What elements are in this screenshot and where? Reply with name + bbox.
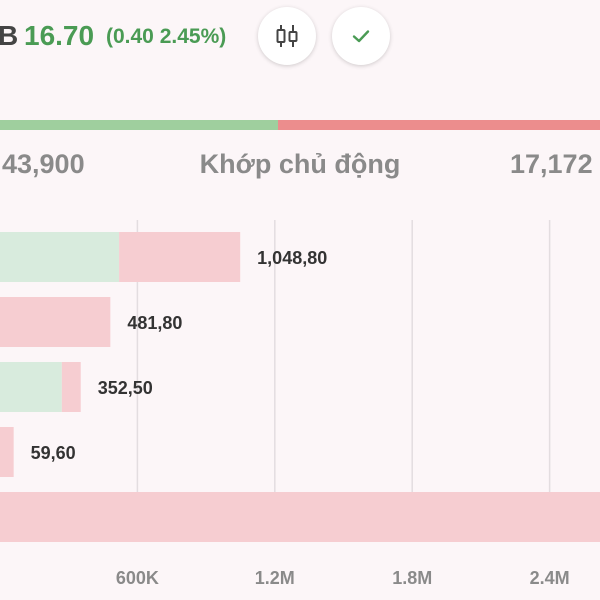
sell-volume-bar xyxy=(0,427,14,477)
x-tick-label: 2.4M xyxy=(530,568,570,588)
confirm-button[interactable] xyxy=(332,7,390,65)
bar-value-label: 352,50 xyxy=(98,378,153,398)
sell-volume-bar xyxy=(61,362,81,412)
header: B 16.70 (0.40 2.45%) xyxy=(0,0,600,76)
ticker-symbol: B xyxy=(0,20,19,51)
bar-value-label: 481,80 xyxy=(127,313,182,333)
price-change: (0.40 2.45%) xyxy=(106,25,227,48)
x-tick-label: 1.2M xyxy=(255,568,295,588)
buy-volume-bar xyxy=(0,362,62,412)
sell-volume-bar xyxy=(0,492,600,542)
sell-ratio-segment xyxy=(277,120,600,130)
x-tick-label: 1.8M xyxy=(392,568,432,588)
bar-value-label: 59,60 xyxy=(31,443,76,463)
current-price: 16.70 xyxy=(24,20,95,51)
check-icon xyxy=(352,30,370,43)
sell-volume-bar xyxy=(119,232,241,282)
ratio-title: Khớp chủ động xyxy=(199,149,401,179)
buy-sell-ratio-bar xyxy=(0,120,600,130)
buy-ratio-segment xyxy=(0,120,278,130)
buy-volume-bar xyxy=(0,232,120,282)
volume-by-price-chart: 1,048,80 481,80 352,50 59,60 600K 1.2M 1.8M 2.4… xyxy=(0,220,600,588)
sell-volume-bar xyxy=(0,297,111,347)
candlestick-chart-button[interactable] xyxy=(258,7,316,65)
active-buy-volume: 43,900 xyxy=(2,149,85,179)
candlestick-icon xyxy=(276,25,298,47)
active-sell-volume: 17,172 xyxy=(510,149,593,179)
x-tick-label: 600K xyxy=(116,568,159,588)
bar-value-label: 1,048,80 xyxy=(257,248,327,268)
